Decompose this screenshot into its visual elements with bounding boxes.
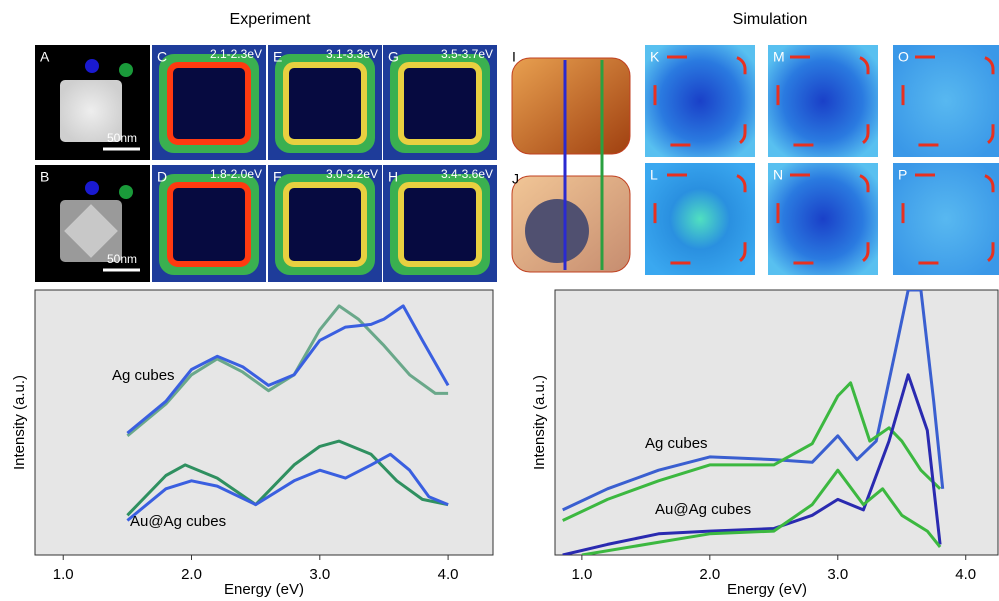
x-axis-label: Energy (eV) [727,581,807,598]
panel-label: F [273,169,282,185]
panel-label: L [650,167,658,183]
sim-map [768,45,878,157]
plot-area [34,289,494,556]
cube [60,80,122,142]
scale-label: 50nm [107,252,137,266]
energy-range: 3.1-3.3eV [326,47,378,61]
sim-ring [901,173,995,265]
panel-label: I [512,49,516,65]
panel-label: E [273,49,282,65]
panel-label: C [157,49,167,65]
x-axis-label: Energy (eV) [224,581,304,598]
sim-map [645,45,755,157]
cube-model [511,57,631,155]
lines [126,304,450,522]
panel-label: D [157,169,167,185]
line [562,381,942,522]
section-title: Experiment [230,11,311,28]
x-tick-label: 2.0 [699,566,720,583]
energy-range: 3.0-3.2eV [326,167,378,181]
sim-ring [653,173,747,265]
panel-label: M [773,49,785,65]
sim-map [645,163,755,275]
line [581,468,942,555]
x-tick-label: 4.0 [438,566,459,583]
panel-label: B [40,169,49,185]
eels-glow [275,54,375,153]
x-tick-label: 3.0 [827,566,848,583]
plot-area [554,289,999,556]
line [126,452,449,522]
annotation: Ag cubes [645,435,708,452]
core-model [525,199,589,263]
panel-label: G [388,49,399,65]
annotation: Au@Ag cubes [130,513,226,530]
core [64,204,118,258]
line [562,290,945,512]
x-tick-label: 1.0 [571,566,592,583]
sim-map [768,163,878,275]
eels-glow [390,174,490,275]
eels-ring [398,62,482,145]
probe-dot [85,181,99,195]
scale-label: 50nm [107,131,137,145]
lines [562,290,945,555]
probe-dot [119,63,133,77]
probe-dot [85,59,99,73]
panel-label: P [898,167,907,183]
eels-glow [275,174,375,275]
line [126,304,449,437]
sim-ring [776,55,870,147]
sim-map [893,163,999,275]
panel-label: H [388,169,398,185]
energy-range: 3.5-3.7eV [441,47,493,61]
energy-range: 3.4-3.6eV [441,167,493,181]
line [562,373,942,555]
panel-label: O [898,49,909,65]
energy-range: 2.1-2.3eV [210,47,262,61]
energy-range: 1.8-2.0eV [210,167,262,181]
y-axis-label: Intensity (a.u.) [531,375,548,470]
charts: 1.0 2.0 3.0 4.0 Energy (eV) Intensity (a.u.) A… [11,289,999,598]
annotation: Au@Ag cubes [655,501,751,518]
panel-label: K [650,49,660,65]
line [126,304,450,435]
eels-ring [398,182,482,267]
y-axis-label: Intensity (a.u.) [11,375,28,470]
annotation: Ag cubes [112,367,175,384]
panel-images: 2.1-2.3eV 1.8-2.0eV 3.1-3.3eV 3.0-3.2eV 3.5-… [35,45,999,282]
eels-glow [390,54,490,153]
eels-ring [167,182,251,267]
section-title: Simulation [733,11,808,28]
sim-map [893,45,999,157]
x-tick-label: 2.0 [181,566,202,583]
sim-ring [901,55,995,147]
x-tick-label: 3.0 [309,566,330,583]
eels-glow [159,174,259,275]
sim-ring [776,173,870,265]
eels-ring [167,62,251,145]
eels-ring [283,182,367,267]
x-tick-label: 1.0 [53,566,74,583]
panel-label: J [512,171,519,187]
panel-label: A [40,49,50,65]
x-tick-label: 4.0 [955,566,976,583]
panel-label: N [773,167,783,183]
line [126,439,449,517]
eels-ring [283,62,367,145]
probe-dot [119,185,133,199]
eels-glow [159,54,259,153]
sim-ring [653,55,747,147]
